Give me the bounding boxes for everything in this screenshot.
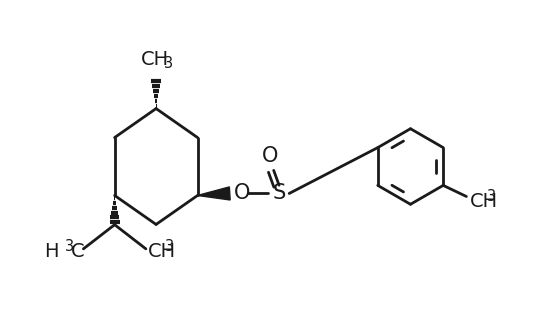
Text: H: H xyxy=(44,242,58,261)
Text: O: O xyxy=(234,183,250,203)
Polygon shape xyxy=(197,187,230,200)
Text: O: O xyxy=(262,146,278,166)
Text: C: C xyxy=(71,242,84,261)
Text: 3: 3 xyxy=(164,239,174,254)
Text: CH: CH xyxy=(148,242,176,261)
Text: 3: 3 xyxy=(164,56,173,71)
Text: 3: 3 xyxy=(486,189,496,204)
Text: 3: 3 xyxy=(65,239,74,254)
Text: CH: CH xyxy=(470,192,498,211)
Text: CH: CH xyxy=(140,50,169,69)
Text: S: S xyxy=(272,183,286,203)
